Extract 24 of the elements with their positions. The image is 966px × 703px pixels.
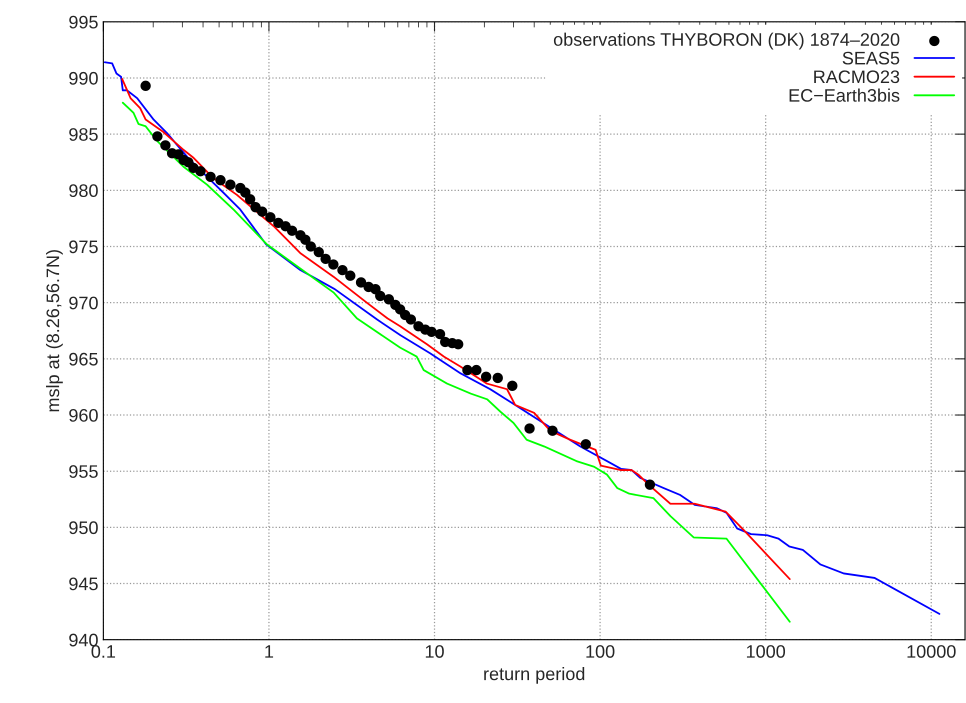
legend-label: observations THYBORON (DK) 1874–2020	[554, 32, 900, 50]
y-tick-label: 995	[69, 16, 98, 29]
y-tick-label: 945	[69, 577, 98, 590]
legend-label: SEAS5	[842, 52, 900, 65]
y-tick-label: 970	[69, 296, 98, 310]
x-tick-label: 10	[426, 645, 444, 658]
y-tick-label: 940	[69, 634, 98, 646]
x-tick-label: 100	[586, 645, 614, 658]
x-tick-label: 10000	[908, 645, 956, 658]
x-tick-label: 1	[265, 645, 274, 658]
x-tick-label: 1000	[746, 645, 786, 658]
y-tick-label: 990	[69, 72, 98, 85]
y-tick-label: 975	[69, 240, 98, 254]
y-tick-label: 965	[69, 352, 98, 366]
y-tick-label: 960	[69, 408, 98, 422]
y-axis-title: mslp at (8.26,56.7N)	[46, 250, 63, 412]
legend-label: RACMO23	[814, 70, 900, 84]
x-tick-label: 0.1	[92, 645, 116, 658]
x-axis-title: return period	[484, 666, 584, 684]
legend-label: EC−Earth3bis	[790, 88, 900, 102]
y-tick-label: 950	[69, 521, 98, 534]
y-tick-label: 955	[69, 465, 98, 478]
y-tick-label: 980	[69, 184, 98, 198]
y-tick-label: 985	[69, 128, 98, 141]
